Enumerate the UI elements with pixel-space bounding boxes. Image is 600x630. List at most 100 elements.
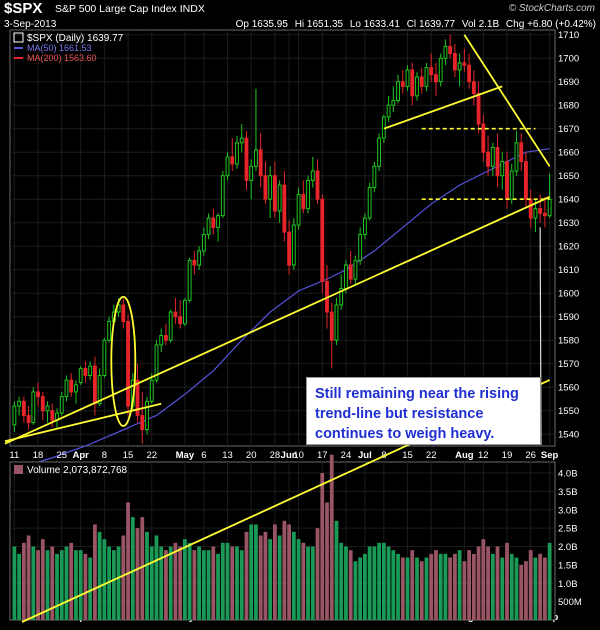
price-tick-label: 1710	[558, 30, 579, 41]
volume-bar	[367, 546, 372, 620]
candle-body	[509, 170, 514, 200]
volume-bar	[415, 557, 419, 620]
candle-body	[438, 57, 443, 83]
price-tick-label: 1540	[558, 430, 579, 441]
price-tick-label: 1580	[558, 336, 579, 347]
volume-bar	[78, 550, 83, 620]
candle	[476, 81, 481, 134]
candle-body	[524, 161, 528, 200]
volume-bar	[154, 535, 159, 620]
volume-bar	[168, 546, 173, 620]
x-tick-label: 26	[525, 450, 536, 461]
volume-bar	[93, 524, 97, 620]
volume-tick-label: 2.5B	[558, 524, 578, 535]
candle-body	[329, 311, 334, 341]
volume-bar	[211, 546, 216, 620]
volume-bar	[481, 539, 486, 620]
candle	[490, 142, 495, 176]
volume-bar	[164, 550, 168, 620]
volume-bar	[230, 546, 235, 620]
candle	[263, 161, 268, 204]
candle-body	[74, 384, 78, 393]
volume-bar	[509, 553, 514, 620]
volume-tick-label: 500M	[558, 597, 582, 608]
candle-body	[287, 231, 292, 266]
candle	[471, 69, 476, 106]
volume-bar	[543, 557, 547, 620]
candle	[405, 65, 410, 92]
candle-body	[277, 184, 282, 212]
ohlc-readout: Op 1635.95 Hi 1651.35 Lo 1633.41 Cl 1639…	[236, 19, 596, 30]
x-tick-label: Apr	[72, 450, 89, 461]
volume-bar	[206, 550, 211, 620]
volume-bar	[159, 546, 164, 620]
candle-body	[36, 391, 40, 398]
candle	[452, 44, 457, 78]
annotation-line: trend-line but resistance	[315, 406, 484, 422]
candle-body	[59, 396, 64, 414]
candle	[182, 297, 187, 327]
candle-body	[187, 259, 192, 301]
candle	[362, 213, 367, 240]
candle	[173, 297, 178, 324]
candle-body	[429, 67, 434, 76]
price-axis: 1540 1550 1560 1570 1580 1590 1600 1610 1620 1630…	[558, 30, 579, 441]
volume-bar	[495, 546, 500, 620]
candle-body	[296, 194, 301, 226]
candle-body	[145, 400, 149, 431]
volume-bar	[282, 520, 287, 620]
candle-body	[282, 184, 287, 233]
candle-body	[206, 217, 211, 235]
volume-bar	[140, 517, 145, 620]
x-tick-label: 12	[478, 450, 489, 461]
candle-body	[272, 175, 277, 212]
candle-body	[216, 215, 220, 228]
candle-body	[452, 53, 457, 71]
candle-body	[538, 208, 543, 214]
x-tick-label: Sep	[541, 450, 559, 461]
candle-body	[443, 45, 448, 59]
volume-bar	[348, 550, 353, 620]
volume-tick-label: 2.0B	[558, 542, 578, 553]
candle	[168, 309, 173, 343]
volume-bar	[296, 539, 301, 620]
candle-body	[88, 365, 93, 376]
volume-bar	[116, 546, 121, 620]
candle	[524, 152, 528, 209]
candle	[386, 95, 391, 122]
candle-body	[353, 259, 358, 280]
volume-bar	[126, 502, 130, 620]
volume-bar	[220, 542, 225, 620]
candle	[320, 194, 325, 294]
candle	[126, 314, 130, 416]
candle-body	[372, 165, 377, 188]
candle	[192, 250, 197, 275]
candle-body	[339, 288, 344, 306]
volume-bar	[197, 546, 201, 620]
candle-body	[45, 405, 50, 412]
candle	[36, 382, 40, 407]
x-tick-label: 18	[33, 450, 44, 461]
volume-bar	[88, 557, 93, 620]
price-tick-label: 1610	[558, 265, 579, 276]
volume-bar	[64, 546, 69, 620]
volume-bar	[55, 553, 59, 620]
volume-bar	[45, 550, 50, 620]
volume-bar	[306, 546, 310, 620]
volume-bar	[315, 528, 320, 620]
volume-bar	[453, 553, 457, 620]
candle	[443, 39, 448, 66]
candle-body	[490, 147, 495, 167]
price-tick-label: 1560	[558, 383, 579, 394]
candle-body	[192, 259, 197, 266]
candle-body	[17, 400, 22, 407]
annotation-line: continues to weigh heavy.	[315, 426, 495, 442]
candle	[12, 401, 17, 432]
candle-body	[396, 81, 400, 102]
candle-body	[211, 217, 216, 228]
candle	[272, 161, 277, 219]
candle-body	[310, 170, 315, 181]
candle	[481, 114, 486, 162]
